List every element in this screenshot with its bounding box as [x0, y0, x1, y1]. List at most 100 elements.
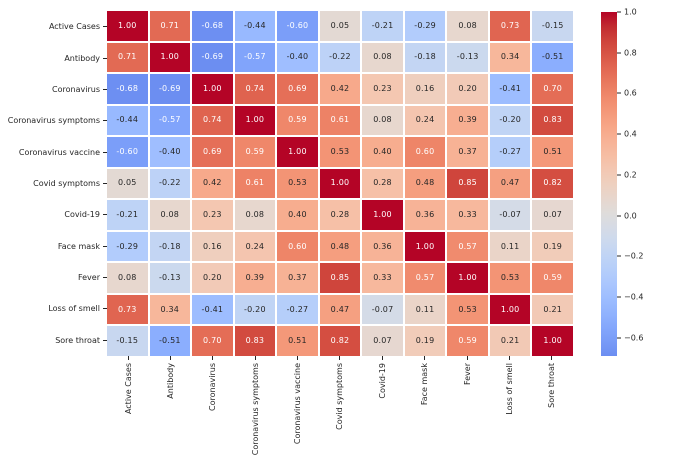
heatmap-cell: 1.00 [362, 200, 403, 230]
heatmap-cell: 0.61 [319, 105, 361, 136]
heatmap-cell: -0.57 [149, 105, 191, 136]
heatmap-cell: 0.83 [532, 105, 573, 136]
heatmap-cell: 0.20 [447, 74, 488, 104]
y-tick-label-text: Active Cases [48, 22, 100, 32]
y-tick-label-text: Coronavirus [52, 84, 100, 94]
heatmap-cell: 0.08 [107, 263, 148, 293]
x-tick-mark [508, 356, 510, 360]
heatmap-cell: 0.33 [447, 200, 488, 230]
y-tick-mark [103, 88, 107, 90]
heatmap-cell: -0.13 [447, 42, 488, 73]
colorbar-tick: 0.4 [617, 130, 637, 139]
y-tick-label-text: Antibody [64, 53, 100, 63]
heatmap-cell: 0.08 [149, 200, 191, 230]
heatmap-cell: 0.37 [447, 137, 488, 167]
colorbar-tick-label: 0.8 [624, 48, 637, 58]
x-tick-label: Coronavirus [192, 356, 234, 464]
heatmap-cell: 0.53 [447, 294, 488, 325]
x-tick-mark [170, 356, 172, 360]
x-tick-label-text: Covid symptoms [335, 363, 345, 430]
x-tick-mark [381, 356, 383, 360]
heatmap-cell: 0.42 [319, 74, 361, 104]
colorbar-tick-label: 0.2 [624, 170, 637, 180]
colorbar-tick-label: −0.2 [624, 251, 644, 261]
heatmap-cell: 0.59 [277, 105, 318, 136]
heatmap-cell: -0.44 [234, 11, 276, 41]
colorbar-tick: −0.4 [617, 292, 643, 301]
colorbar-tick-mark [617, 215, 621, 217]
heatmap-cell: -0.21 [362, 11, 403, 41]
heatmap-cell: 0.08 [234, 200, 276, 230]
heatmap-cell: -0.18 [149, 231, 191, 262]
y-tick-label: Sore throat [0, 325, 107, 356]
x-tick-label: Face mask [404, 356, 446, 464]
x-tick-label-text: Sore throat [547, 363, 557, 408]
heatmap-cell: 0.23 [362, 74, 403, 104]
y-tick-label: Loss of smell [0, 293, 107, 324]
y-tick-mark [103, 182, 107, 184]
heatmap-cell: 0.08 [362, 42, 403, 73]
heatmap-cell: 0.19 [532, 231, 573, 262]
heatmap-cell: 0.60 [277, 231, 318, 262]
x-tick-label-text: Face mask [420, 363, 430, 406]
heatmap-cell: 0.20 [192, 263, 233, 293]
heatmap-cell: -0.22 [149, 168, 191, 199]
heatmap-cell: -0.18 [404, 42, 446, 73]
x-axis-labels: Active Cases Antibody Coronavirus Coronavir… [107, 356, 573, 464]
colorbar-tick-mark [617, 52, 621, 54]
heatmap-cell: 0.74 [192, 105, 233, 136]
heatmap-cell: 0.23 [192, 200, 233, 230]
heatmap-cell: 0.36 [404, 200, 446, 230]
heatmap-cell: 0.59 [234, 137, 276, 167]
heatmap-cell: -0.68 [192, 11, 233, 41]
x-tick-label-text: Active Cases [123, 363, 133, 415]
heatmap-cell: 0.69 [277, 74, 318, 104]
heatmap-cell: -0.40 [149, 137, 191, 167]
heatmap-cell: 1.00 [192, 74, 233, 104]
colorbar-tick-label: 0.0 [624, 211, 637, 221]
heatmap-cell: 1.00 [404, 231, 446, 262]
x-tick-mark [466, 356, 468, 360]
heatmap-cell: 0.48 [319, 231, 361, 262]
heatmap-cell: -0.07 [362, 294, 403, 325]
heatmap-cell: 0.73 [107, 294, 148, 325]
colorbar-tick: 0.2 [617, 170, 637, 179]
colorbar-tick-label: −0.4 [624, 292, 644, 302]
heatmap-cell: -0.22 [319, 42, 361, 73]
heatmap-cell: 0.48 [404, 168, 446, 199]
heatmap-cell: 0.24 [404, 105, 446, 136]
heatmap-cell: 0.51 [277, 326, 318, 356]
heatmap-cell: 0.16 [404, 74, 446, 104]
heatmap-cell: 0.33 [362, 263, 403, 293]
heatmap-cell: 0.82 [532, 168, 573, 199]
heatmap-cell: 0.71 [107, 42, 148, 73]
heatmap-cell: 0.70 [532, 74, 573, 104]
y-axis-labels: Active Cases Antibody Coronavirus Coronavir… [0, 11, 107, 356]
heatmap-cell: 1.00 [277, 137, 318, 167]
heatmap-cell: 0.28 [319, 200, 361, 230]
heatmap-cell: 0.11 [489, 231, 531, 262]
y-tick-label-text: Face mask [57, 241, 100, 251]
heatmap-cell: 0.39 [234, 263, 276, 293]
heatmap-cell: -0.44 [107, 105, 148, 136]
colorbar: 1.0 0.8 0.6 0.4 0.2 0.0 −0.2 −0.4 −0.6 [601, 8, 696, 356]
heatmap-cell: 0.34 [489, 42, 531, 73]
heatmap-cell: 0.51 [532, 137, 573, 167]
heatmap-cell: 0.21 [489, 326, 531, 356]
y-tick-mark [103, 308, 107, 310]
colorbar-gradient [601, 12, 617, 356]
x-tick-label: Antibody [149, 356, 191, 464]
y-tick-mark [103, 57, 107, 59]
heatmap-cell: 0.05 [319, 11, 361, 41]
heatmap-cell: -0.27 [277, 294, 318, 325]
heatmap-cell: -0.27 [489, 137, 531, 167]
heatmap-cell: 0.57 [404, 263, 446, 293]
heatmap-cell: -0.15 [532, 11, 573, 41]
x-tick-mark [212, 356, 214, 360]
colorbar-tick-label: 1.0 [624, 7, 637, 17]
heatmap-cell: 0.39 [447, 105, 488, 136]
heatmap-cell: -0.68 [107, 74, 148, 104]
y-tick-label-text: Covid symptoms [33, 178, 100, 188]
heatmap-cell: 0.08 [362, 105, 403, 136]
